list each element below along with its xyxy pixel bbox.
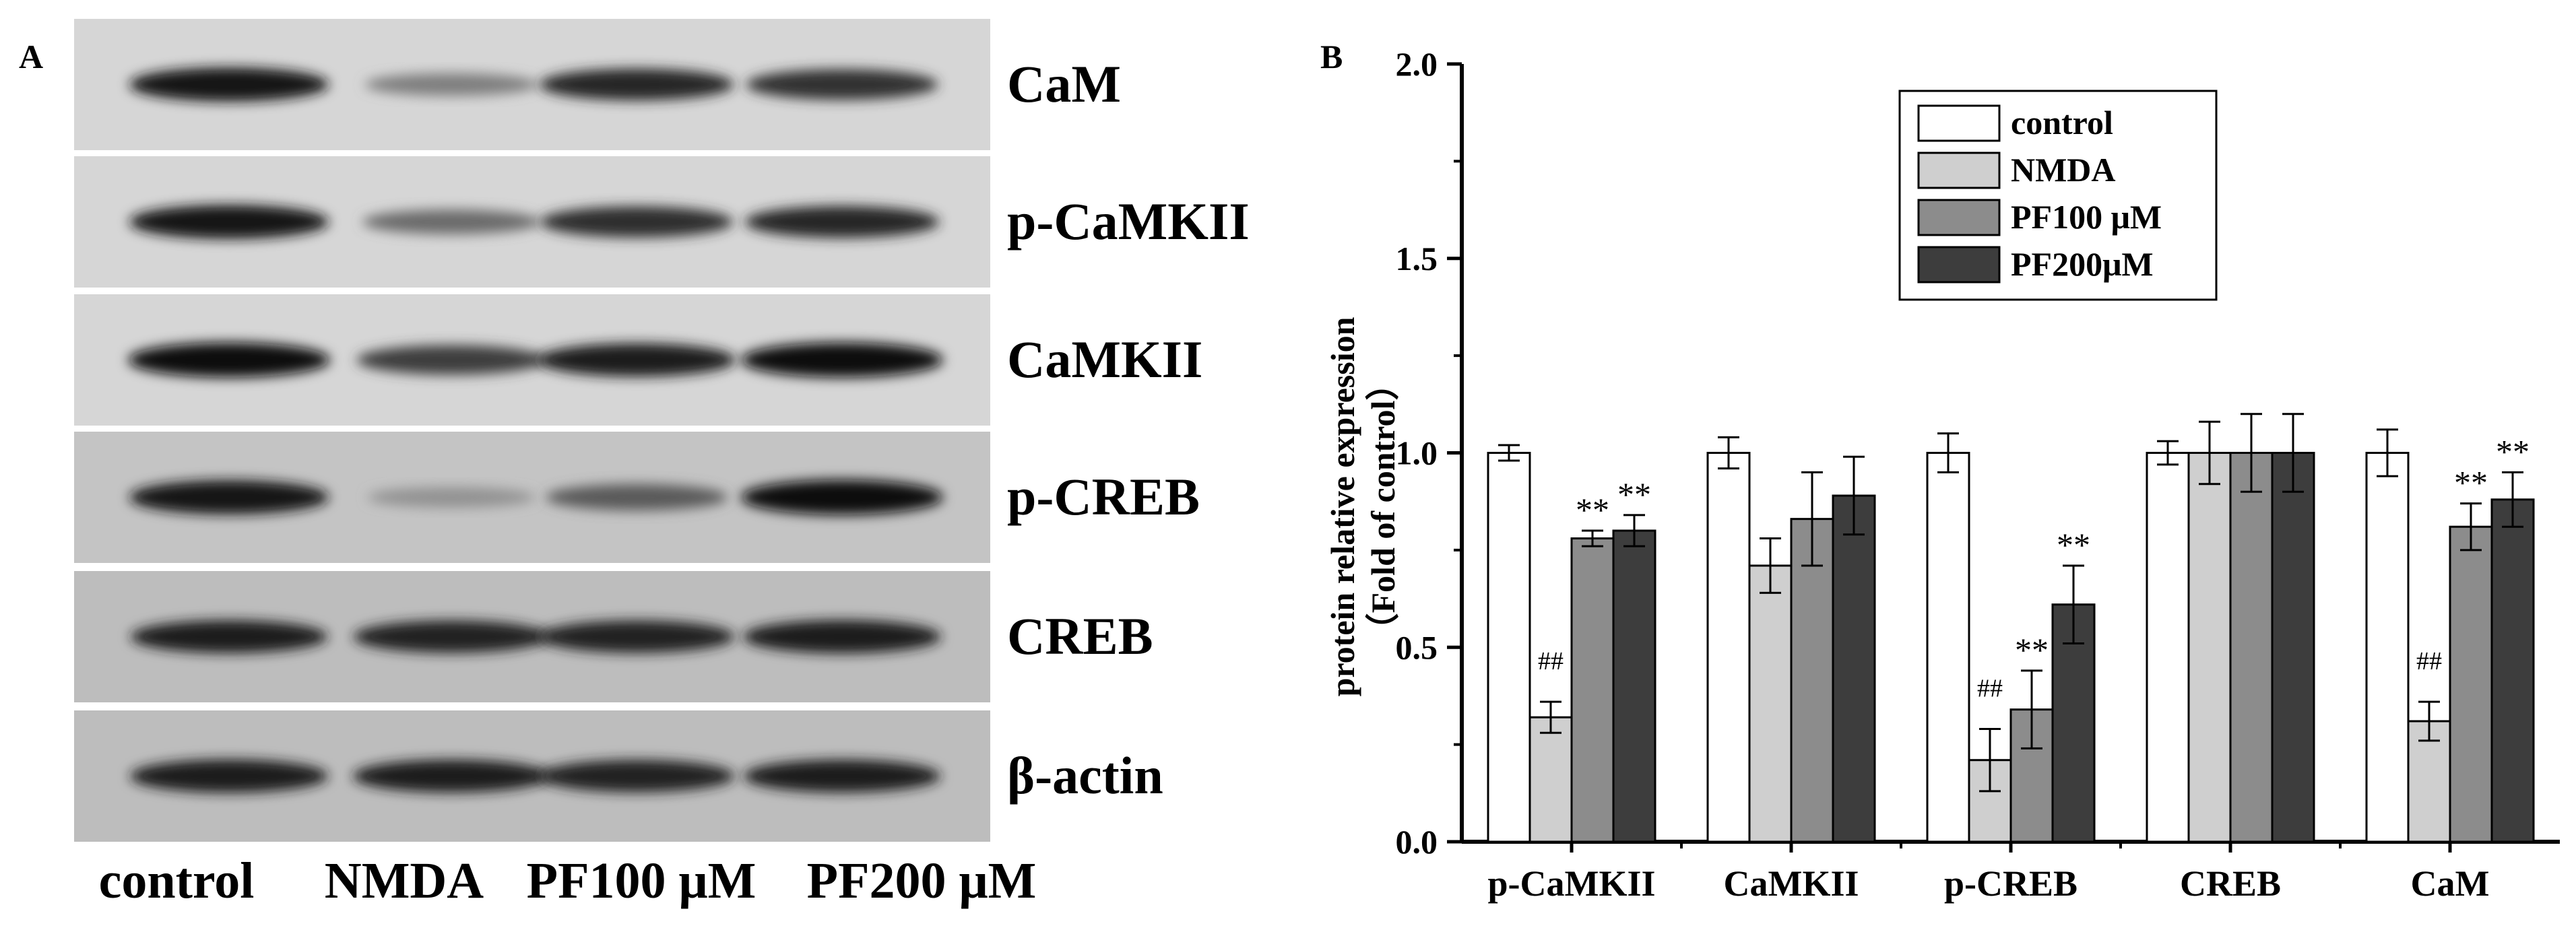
bar [2490,498,2535,843]
bar [1612,529,1656,843]
panel-b-letter: B [1320,38,1343,75]
y-tick-label: 0.0 [1396,823,1438,861]
blot-strip [74,571,990,702]
y-tick-label: 1.0 [1396,434,1438,472]
blot-band [741,479,943,515]
significance-mark: ** [2015,631,2049,669]
blot-band [353,620,550,653]
bar [1790,518,1834,843]
blot-band [129,67,329,102]
bar [1570,537,1615,843]
legend-swatch [1917,199,2001,236]
y-tick-label: 2.0 [1396,45,1438,83]
significance-mark: ## [1977,675,2003,703]
significance-mark: ** [1617,475,1651,513]
blot-label: p-CaMKII [1007,191,1250,251]
x-category-label: p-CaMKII [1487,863,1655,904]
blot-strip [74,19,990,150]
legend-label: NMDA [2011,151,2116,189]
blot-band [741,342,943,378]
significance-mark: ** [2057,526,2090,564]
blot-band [539,68,734,101]
blot-label: CREB [1007,606,1153,665]
panel-a-letter: A [19,38,44,75]
bar [1528,716,1573,843]
blot-label: p-CREB [1007,467,1200,526]
blot-band [129,480,329,514]
bar [2146,452,2190,843]
y-axis-label: （Fold of control） [1364,367,1402,647]
bar [2187,452,2232,843]
blot-band [546,483,728,511]
blot-strip [74,156,990,288]
bar-chart-panel: B 0.0 0.5 1.0 1.5 2.0 protein relative expres… [1159,0,2576,931]
blot-label: CaMKII [1007,329,1203,389]
legend-label: control [2011,104,2113,141]
legend-label: PF100 μM [2011,198,2162,236]
significance-mark: ## [1538,647,1564,675]
blot-band [746,69,938,100]
lane-label: PF100 μM [526,853,756,909]
legend-label: PF200μM [2011,245,2154,283]
blot-label: CaM [1007,54,1121,113]
blot-strip [74,432,990,563]
blot-strip [74,294,990,426]
bar [1832,494,1876,843]
significance-mark: ## [2416,647,2442,675]
y-axis-label: protein relative expression [1324,316,1361,696]
blot-band [743,760,941,793]
blot-strip [74,710,990,842]
y-tick-label: 0.5 [1396,628,1438,666]
blot-label: β-actin [1007,745,1163,805]
legend-swatch [1917,104,2001,142]
blot-band [362,209,540,234]
blot-band [743,620,941,654]
bar [2449,525,2493,843]
bar [2229,452,2274,843]
lane-label: PF200 μM [806,853,1037,909]
significance-mark: ** [2496,432,2530,470]
blot-band [538,760,735,793]
blot-band [352,760,550,793]
blot-band [538,620,735,653]
legend-swatch [1917,246,2001,283]
bar [2365,452,2410,843]
bar [1487,452,1531,843]
bar [1926,452,1970,843]
blot-band [129,205,329,239]
bar-chart: 0.0 0.5 1.0 1.5 2.0 protein relative expressi… [1324,45,2560,904]
x-category-label: p-CREB [1944,863,2078,904]
significance-mark: ** [2454,464,2488,502]
lane-label: NMDA [324,853,484,909]
bar [1706,452,1751,843]
blot-band [356,345,546,375]
blot-band [744,205,940,238]
blot-band [128,342,330,378]
bar [2271,452,2315,843]
blot-band [130,759,328,793]
x-category-label: CREB [2180,863,2281,904]
blot-band [364,73,538,96]
blot-band [367,487,536,508]
bar [1748,564,1793,843]
legend-swatch [1917,152,2001,189]
lane-label: control [98,853,255,909]
y-tick-label: 1.5 [1396,240,1438,277]
blot-band [540,206,734,238]
x-category-label: CaMKII [1724,863,1859,904]
significance-mark: ** [1576,491,1609,529]
x-category-label: CaM [2411,863,2490,904]
blot-band [538,343,736,377]
western-blot-panel: A control NMDA PF100 μM PF200 μM CaM p-CaMKI… [0,0,1250,931]
blot-band [130,620,328,653]
